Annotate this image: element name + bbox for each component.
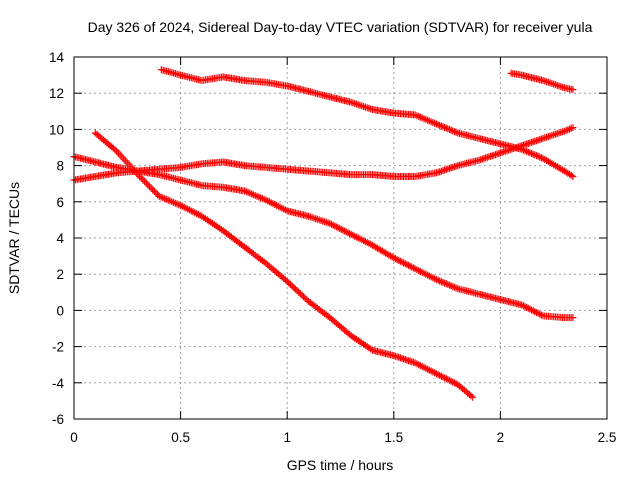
series-trace-1	[157, 66, 577, 180]
y-tick-label: 12	[49, 86, 64, 101]
data-series	[70, 66, 577, 401]
y-tick-label: 4	[56, 231, 64, 246]
y-tick-label: 8	[56, 159, 64, 174]
y-tick-label: -4	[52, 376, 64, 391]
series-markers	[91, 129, 477, 401]
y-tick-label: 10	[49, 122, 64, 137]
series-trace-2	[507, 69, 577, 94]
y-tick-label: 14	[49, 50, 65, 65]
x-axis-label: GPS time / hours	[287, 457, 394, 473]
series-markers	[507, 69, 577, 94]
y-tick-label: 6	[56, 195, 64, 210]
tick-labels: 0 0.5 1 1.5 2 2.5 -6 -4 -2 0 2 4 6 8 10 12 14	[49, 50, 616, 445]
axis-ticks	[73, 56, 608, 420]
y-tick-label: -6	[52, 412, 64, 427]
x-tick-label: 1	[283, 430, 291, 445]
x-tick-label: 2	[497, 430, 505, 445]
y-axis-label: SDTVAR / TECUs	[6, 182, 22, 294]
series-markers	[157, 66, 577, 180]
chart-title: Day 326 of 2024, Sidereal Day-to-day VTE…	[88, 19, 593, 35]
y-tick-label: 0	[56, 303, 64, 318]
series-trace-5	[91, 129, 477, 401]
y-tick-label: -2	[52, 340, 64, 355]
x-tick-label: 0.5	[171, 430, 190, 445]
y-tick-label: 2	[56, 267, 64, 282]
x-tick-label: 2.5	[598, 430, 617, 445]
x-tick-label: 0	[70, 430, 78, 445]
x-tick-label: 1.5	[384, 430, 403, 445]
grid-lines	[74, 57, 607, 419]
